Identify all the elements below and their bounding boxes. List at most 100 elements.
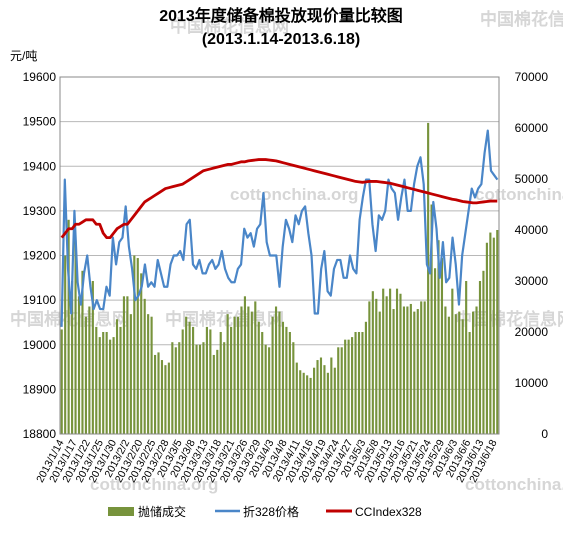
bar-trading-volume [250, 311, 253, 434]
chart-subtitle: (2013.1.14-2013.6.18) [202, 31, 360, 48]
line-discount-328-price [60, 129, 499, 327]
right-tick-label: 70000 [515, 70, 549, 84]
right-tick-label: 10000 [515, 376, 549, 390]
bar-trading-volume [454, 314, 457, 434]
bar-trading-volume [472, 311, 475, 434]
bar-trading-volume [361, 332, 364, 434]
bar-trading-volume [420, 301, 423, 434]
bar-trading-volume [382, 288, 385, 434]
bar-trading-volume [368, 301, 371, 434]
bar-trading-volume [288, 332, 291, 434]
bar-trading-volume [489, 232, 492, 434]
bar-trading-volume [81, 270, 84, 434]
bar-trading-volume [71, 281, 74, 434]
bar-trading-volume [84, 316, 87, 434]
bar-trading-volume [109, 339, 112, 434]
bar-trading-volume [102, 332, 105, 434]
line-series [60, 129, 499, 327]
bar-trading-volume [430, 204, 433, 434]
bar-trading-volume [129, 314, 132, 434]
bar-trading-volume [136, 258, 139, 434]
watermark-text: 中国棉花信息网 [455, 309, 563, 329]
bar-trading-volume [153, 354, 157, 434]
bar-trading-volume [223, 342, 226, 434]
bar-trading-volume [216, 349, 219, 434]
bar-trading-volume [122, 296, 126, 434]
bar-trading-volume [257, 321, 260, 434]
left-axis-unit: 元/吨 [10, 49, 37, 63]
bar-trading-volume [364, 321, 367, 434]
bar-trading-volume [278, 311, 281, 434]
legend-label-price: 折328价格 [243, 504, 299, 519]
bar-trading-volume [226, 314, 229, 434]
bar-trading-volume [254, 301, 257, 434]
bar-trading-volume [354, 332, 357, 434]
left-tick-label: 19200 [23, 249, 57, 263]
bar-trading-volume [357, 332, 361, 434]
bar-trading-volume [399, 293, 402, 434]
bar-trading-volume [202, 342, 205, 434]
bar-trading-volume [268, 347, 271, 434]
bar-trading-volume [185, 316, 188, 434]
bar-trading-volume [406, 306, 409, 434]
bar-series [60, 122, 499, 435]
bar-trading-volume [440, 258, 444, 434]
right-axis: 0 10000 20000 30000 40000 50000 60000 70000 [515, 70, 549, 441]
bar-trading-volume [492, 237, 495, 434]
bar-trading-volume [143, 298, 146, 434]
bar-trading-volume [351, 337, 354, 434]
bar-trading-volume [205, 326, 208, 434]
left-tick-label: 19000 [23, 338, 57, 352]
bar-trading-volume [427, 122, 430, 435]
legend-swatch-bar [108, 507, 134, 516]
bar-trading-volume [174, 347, 177, 434]
bar-trading-volume [91, 281, 94, 434]
bar-trading-volume [230, 326, 233, 434]
bar-trading-volume [233, 316, 236, 434]
bar-trading-volume [209, 329, 212, 434]
bar-trading-volume [67, 219, 70, 434]
watermark-text: cottonchina.org [230, 185, 358, 204]
bar-trading-volume [274, 306, 278, 434]
bar-trading-volume [219, 332, 222, 434]
bar-trading-volume [347, 339, 350, 434]
bar-trading-volume [160, 360, 164, 434]
bar-trading-volume [188, 321, 191, 434]
bar-trading-volume [247, 306, 250, 434]
bar-trading-volume [319, 357, 323, 434]
bar-trading-volume [413, 311, 416, 434]
bar-trading-volume [433, 268, 437, 434]
right-tick-label: 20000 [515, 325, 549, 339]
bar-trading-volume [389, 288, 392, 434]
right-tick-label: 40000 [515, 223, 549, 237]
bar-trading-volume [295, 362, 298, 434]
bar-trading-volume [261, 332, 264, 434]
bar-trading-volume [88, 306, 91, 434]
bar-trading-volume [95, 326, 98, 434]
bar-trading-volume [458, 311, 461, 434]
left-tick-label: 19500 [23, 115, 57, 129]
bar-trading-volume [402, 306, 406, 434]
bar-trading-volume [451, 288, 454, 434]
line-ccindex328 [60, 158, 498, 240]
left-tick-label: 18800 [23, 427, 57, 441]
bar-trading-volume [150, 316, 153, 434]
plot-frame [59, 76, 500, 435]
watermark-text: cottonchina.org [475, 185, 563, 204]
legend-label-ccindex: CCIndex328 [355, 505, 422, 519]
bar-trading-volume [423, 301, 426, 434]
bar-trading-volume [333, 367, 336, 434]
bar-trading-volume [395, 288, 399, 434]
bar-trading-volume [465, 281, 468, 434]
right-tick-label: 60000 [515, 121, 549, 135]
left-tick-label: 19100 [23, 293, 57, 307]
bar-trading-volume [496, 230, 499, 434]
bar-trading-volume [378, 311, 381, 434]
bar-trading-volume [236, 316, 240, 434]
bar-trading-volume [212, 354, 215, 434]
bar-trading-volume [385, 296, 388, 434]
bar-trading-volume [285, 326, 288, 434]
bar-trading-volume [157, 352, 160, 434]
bar-trading-volume [337, 347, 340, 434]
